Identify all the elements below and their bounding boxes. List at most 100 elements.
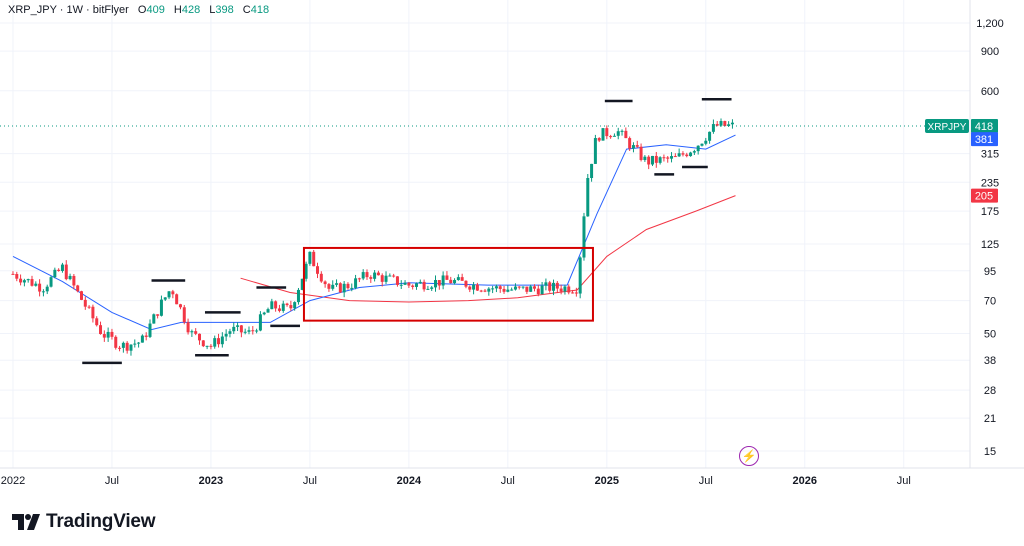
candle-body [567,286,571,293]
candle-body [342,283,346,293]
price-badge [971,119,998,134]
candle-body [83,299,87,307]
x-tick-label: Jul [699,475,713,487]
y-tick-label: 125 [981,239,999,251]
y-tick-label: 315 [981,149,999,161]
candle-body [430,287,434,289]
candle-body [491,288,495,290]
candle-body [647,156,651,165]
y-tick-label: 235 [981,177,999,189]
footer-logo[interactable]: TradingView [12,508,156,536]
candle-body [418,281,422,284]
candle-body [114,336,118,348]
candle-body [506,289,510,292]
candle-body [414,283,418,287]
candle-body [411,285,415,287]
symbol-badge [925,119,969,134]
candles [11,118,734,356]
low-label: L [209,4,216,16]
ma-slow-path [240,195,736,303]
candle-body [456,277,460,281]
candle-body [262,312,266,315]
candle-body [304,263,308,279]
candle-body [639,146,643,161]
candle-body [41,291,45,293]
symbol-title[interactable]: XRP_JPY · 1W · bitFlyer [8,4,129,16]
y-tick-label: 900 [981,46,999,58]
candle-body [38,283,42,292]
candle-body [76,285,80,292]
candle-body [60,264,64,271]
candle-body [453,280,457,284]
candle-body [72,275,76,286]
y-tick-label: 28 [984,385,996,397]
y-tick-label: 1,200 [976,18,1004,30]
candle-body [45,286,49,292]
open-value: 409 [146,4,165,16]
candle-body [255,330,259,332]
candle-body [525,286,529,292]
candle-body [468,286,472,290]
ma-slow-line [240,195,736,303]
x-tick-label: Jul [501,475,515,487]
candle-body [559,288,563,292]
x-tick-label: 2023 [199,475,223,487]
candle-body [540,285,544,295]
candle-body [232,326,236,332]
candle-body [118,347,122,349]
candle-body [472,284,476,290]
candle-body [354,278,358,288]
candle-body [582,216,586,258]
candle-body [510,289,514,291]
time-axis[interactable]: 2022 Jul 2023 Jul 2024 Jul 2025 Jul 2026 Jul [0,467,1024,487]
x-tick-label: 2025 [595,475,619,487]
y-tick-label: 175 [981,206,999,218]
x-tick-label: 2022 [1,475,25,487]
candle-body [129,344,133,351]
candle-body [715,124,719,126]
x-tick-label: 2024 [397,475,422,487]
candle-body [422,281,426,290]
candle-body [148,323,152,337]
candle-body [620,130,624,132]
candle-body [91,306,95,319]
candle-body [384,275,388,282]
candle-body [437,280,441,286]
price-badge-value: 418 [975,121,993,133]
candle-body [388,275,392,277]
candle-body [57,269,61,271]
candle-body [513,286,517,290]
candle-body [270,301,274,310]
candle-body [266,309,270,313]
candle-body [601,128,605,141]
candle-body [403,282,407,285]
lightning-icon[interactable]: ⚡ [739,446,759,466]
candle-body [666,157,670,159]
candle-body [685,154,689,157]
candle-body [140,335,144,343]
candle-body [217,338,221,345]
candle-body [704,140,708,144]
candle-body [677,153,681,157]
range-box [302,246,594,322]
candle-body [213,338,217,347]
candle-body [102,334,106,338]
candle-body [555,282,559,289]
candle-body [22,280,26,283]
candle-body [289,305,293,309]
candle-body [365,272,369,278]
candle-body [376,272,380,276]
candle-body [247,330,251,332]
candle-body [708,131,712,141]
annotations [0,97,970,365]
candle-body [159,299,163,316]
candle-body [316,266,320,274]
candle-body [194,331,198,334]
candle-body [110,331,114,337]
price-axis[interactable]: 15 21 28 38 50 70 95 125 175 235 315 600 900 1,200 [969,0,1004,468]
candle-body [689,152,693,157]
candle-body [175,294,179,305]
price-chart[interactable]: 15 21 28 38 50 70 95 125 175 235 315 600 900 1,200 20… [0,0,1024,500]
candle-body [552,282,556,291]
